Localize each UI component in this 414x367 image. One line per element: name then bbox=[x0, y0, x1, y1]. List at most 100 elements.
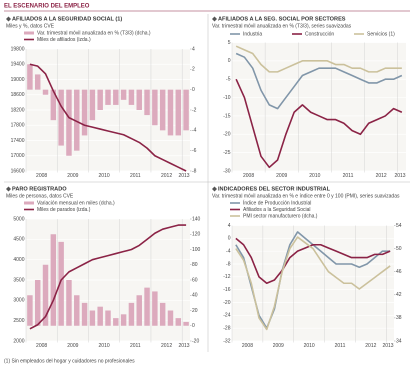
x-tick-label: 2011 bbox=[335, 343, 346, 349]
y2-tick-label: 140 bbox=[192, 216, 201, 222]
x-tick-label: 2013 bbox=[382, 343, 393, 349]
x-tick-label: 2011 bbox=[130, 343, 141, 349]
bar bbox=[97, 306, 103, 326]
y-tick-label: -28 bbox=[223, 325, 230, 331]
y2-tick-label: -6 bbox=[192, 148, 197, 154]
y-tick-label: -8 bbox=[226, 261, 231, 267]
line-series bbox=[235, 236, 391, 331]
y2-tick-label: 0 bbox=[192, 323, 195, 329]
bar bbox=[50, 89, 57, 121]
chart-title: AFILIADOS A LA SEG. SOCIAL POR SECTORES bbox=[218, 16, 346, 22]
bar bbox=[74, 295, 80, 326]
y-tick-label: 3500 bbox=[13, 277, 24, 283]
title-marker bbox=[6, 16, 11, 22]
bar bbox=[89, 89, 96, 121]
x-tick-label: 2008 bbox=[243, 173, 254, 179]
y-tick-label: -25 bbox=[223, 150, 230, 156]
x-tick-label: 2008 bbox=[242, 343, 253, 349]
y2-tick-label: 2 bbox=[192, 67, 195, 73]
y2-tick-label: 20 bbox=[192, 308, 198, 314]
x-tick-label: 2008 bbox=[36, 343, 47, 349]
bar bbox=[175, 318, 182, 326]
y-tick-label: -15 bbox=[223, 113, 230, 119]
chart-title: PARO REGISTRADO bbox=[12, 186, 67, 192]
title-marker bbox=[212, 16, 217, 22]
line-series bbox=[235, 78, 403, 169]
bar bbox=[27, 64, 33, 90]
y2-tick-label: 0 bbox=[192, 87, 195, 93]
y-tick-label: 17800 bbox=[11, 123, 25, 129]
y-tick-label: -16 bbox=[223, 287, 230, 293]
bar bbox=[58, 241, 64, 326]
legend-label: Afiliados a la Seguridad Social bbox=[243, 207, 311, 213]
line-series bbox=[235, 52, 403, 110]
line-series bbox=[235, 45, 402, 73]
y2-tick-label: 42 bbox=[396, 292, 402, 298]
y-tick-label: -12 bbox=[223, 274, 230, 280]
bar bbox=[120, 314, 127, 326]
bar bbox=[136, 89, 142, 110]
y2-tick-label: -2 bbox=[192, 107, 197, 113]
bar bbox=[167, 89, 174, 136]
y-tick-label: 19400 bbox=[11, 62, 25, 68]
y-tick-label: 5000 bbox=[13, 216, 24, 222]
x-tick-label: 2009 bbox=[276, 173, 287, 179]
y-tick-label: 5 bbox=[228, 40, 231, 46]
y-tick-label: 3000 bbox=[13, 298, 24, 304]
bar bbox=[183, 321, 189, 326]
bar bbox=[81, 302, 88, 326]
x-tick-label: 2009 bbox=[67, 173, 78, 179]
legend-label: Var. trimestral móvil anualizada en % (T… bbox=[37, 30, 151, 36]
y2-tick-label: 4 bbox=[192, 46, 195, 52]
x-tick-label: 2011 bbox=[343, 173, 354, 179]
bar bbox=[183, 89, 189, 131]
legend-swatch bbox=[24, 201, 34, 205]
x-tick-label: 2013 bbox=[394, 173, 405, 179]
y-tick-label: 17400 bbox=[11, 138, 25, 144]
x-tick-label: 2013 bbox=[178, 343, 189, 349]
x-tick-label: 2013 bbox=[178, 173, 189, 179]
y-tick-label: -5 bbox=[226, 77, 231, 83]
bar bbox=[113, 89, 119, 105]
y-tick-label: 16600 bbox=[11, 168, 25, 174]
y-tick-label: 2500 bbox=[13, 318, 24, 324]
y2-tick-label: 54 bbox=[396, 223, 402, 229]
legend-label: Servicios (1) bbox=[367, 31, 395, 37]
bar bbox=[27, 295, 33, 326]
x-tick-label: 2012 bbox=[161, 173, 172, 179]
y-tick-label: -20 bbox=[223, 300, 230, 306]
y-tick-label: -10 bbox=[223, 95, 230, 101]
x-tick-label: 2012 bbox=[376, 173, 387, 179]
bar bbox=[113, 318, 119, 326]
y-tick-label: -20 bbox=[223, 132, 230, 138]
y-tick-label: 2000 bbox=[13, 338, 24, 344]
bar bbox=[144, 89, 150, 116]
bar bbox=[89, 310, 96, 326]
legend-label: Índice de Producción Industrial bbox=[243, 199, 311, 206]
legend-label: Miles de parados (izda.) bbox=[37, 207, 91, 213]
y-tick-label: 4500 bbox=[13, 237, 24, 243]
bar bbox=[97, 89, 103, 110]
x-tick-label: 2010 bbox=[304, 343, 315, 349]
y2-tick-label: 120 bbox=[192, 232, 201, 238]
chart-title: INDICADORES DEL SECTOR INDUSTRIAL bbox=[218, 186, 331, 192]
legend-label: Variación mensual en miles (dcha.) bbox=[37, 200, 115, 206]
x-tick-label: 2011 bbox=[130, 173, 141, 179]
bar bbox=[105, 89, 111, 105]
y-tick-label: -4 bbox=[226, 248, 231, 254]
x-tick-label: 2009 bbox=[273, 343, 284, 349]
bar bbox=[159, 302, 166, 326]
x-tick-label: 2010 bbox=[99, 343, 110, 349]
chart-subtitle: Miles y %, datos CVE bbox=[6, 23, 55, 29]
bar bbox=[152, 89, 158, 126]
chart-subtitle: Var. trimestral móvil anualizada en % (T… bbox=[212, 23, 352, 29]
footnote: (1) Sin empleados del hogar y cuidadores… bbox=[4, 358, 135, 364]
legend-label: Miles de afiliados (izda.) bbox=[37, 37, 91, 43]
bar bbox=[120, 89, 127, 100]
y2-tick-label: 50 bbox=[396, 246, 402, 252]
bar bbox=[58, 89, 64, 146]
y-tick-label: -30 bbox=[223, 168, 230, 174]
bar bbox=[105, 310, 111, 326]
title-marker bbox=[6, 186, 11, 192]
